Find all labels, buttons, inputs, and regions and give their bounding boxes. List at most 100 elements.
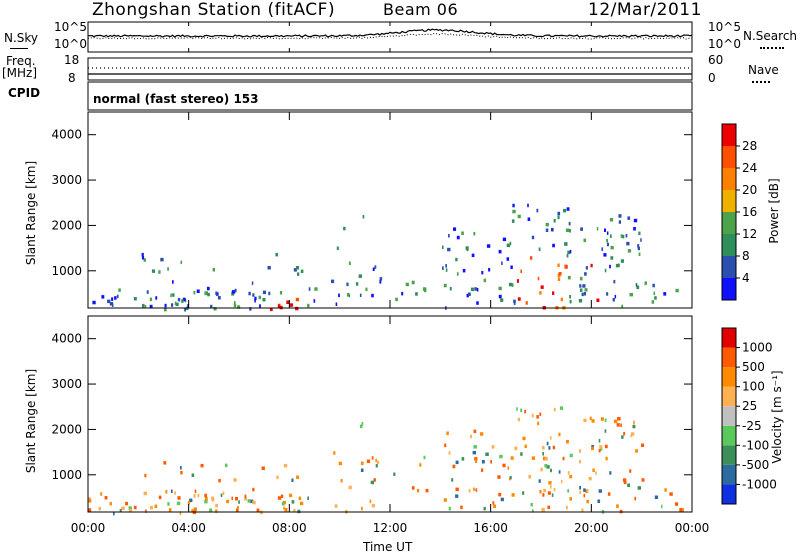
heatmap-cell xyxy=(249,307,252,311)
heatmap-cell xyxy=(557,263,560,267)
heatmap-cell xyxy=(620,259,624,263)
heatmap-cell xyxy=(502,237,507,242)
heatmap-cell xyxy=(207,292,210,297)
heatmap-cell xyxy=(552,243,555,248)
heatmap-cell xyxy=(538,247,541,251)
heatmap-cell xyxy=(144,473,147,478)
xtick-label: 16:00 xyxy=(473,521,508,535)
nsearch-tick-top: 10^5 xyxy=(708,20,741,34)
heatmap-cell xyxy=(625,234,628,238)
heatmap-cell xyxy=(171,303,174,307)
heatmap-cell xyxy=(143,258,146,262)
heatmap-cell xyxy=(598,439,601,443)
heatmap-cell xyxy=(176,501,181,506)
heatmap-cell xyxy=(569,295,571,299)
heatmap-cell xyxy=(212,268,215,272)
heatmap-cell xyxy=(511,219,515,223)
heatmap-cell xyxy=(522,491,525,495)
heatmap-cell xyxy=(627,483,630,487)
heatmap-cell xyxy=(291,500,295,504)
nsky-legend-line xyxy=(10,48,28,49)
heatmap-cell xyxy=(618,220,621,224)
heatmap-cell xyxy=(187,500,191,505)
heatmap-cell xyxy=(517,417,521,422)
heatmap-cell xyxy=(644,281,647,285)
heatmap-cell xyxy=(498,492,502,497)
heatmap-cell xyxy=(606,242,609,247)
heatmap-cell xyxy=(281,502,285,506)
heatmap-cell xyxy=(172,280,174,284)
heatmap-cell xyxy=(512,209,516,214)
heatmap-cell xyxy=(581,508,584,512)
heatmap-cell xyxy=(371,503,375,508)
heatmap-cell xyxy=(502,463,506,468)
heatmap-cell xyxy=(596,298,600,302)
heatmap-cell xyxy=(215,503,218,508)
heatmap-cell xyxy=(279,291,283,295)
heatmap-cell xyxy=(564,264,568,269)
heatmap-cell xyxy=(564,242,568,246)
heatmap-cell xyxy=(633,420,635,425)
heatmap-cell xyxy=(455,487,459,492)
heatmap-cell xyxy=(507,466,510,470)
heatmap-cell xyxy=(552,228,554,232)
heatmap-cell xyxy=(543,456,546,461)
heatmap-cell xyxy=(445,268,448,272)
heatmap-cell xyxy=(604,429,607,433)
heatmap-cell xyxy=(565,505,568,510)
heatmap-cell xyxy=(371,293,374,298)
heatmap-cell xyxy=(582,284,586,288)
heatmap-cell xyxy=(620,423,622,427)
heatmap-cell xyxy=(553,407,556,412)
velocity-cells xyxy=(88,406,684,516)
colorbar-segment xyxy=(722,328,736,348)
heatmap-cell xyxy=(544,457,548,461)
heatmap-cell xyxy=(468,292,471,296)
heatmap-cell xyxy=(600,417,604,421)
heatmap-cell xyxy=(262,298,266,302)
heatmap-cell xyxy=(204,493,207,498)
heatmap-cell xyxy=(604,268,607,273)
heatmap-cell xyxy=(473,487,475,491)
heatmap-cell xyxy=(88,508,92,512)
heatmap-cell xyxy=(333,451,336,455)
heatmap-cell xyxy=(355,282,359,286)
heatmap-cell xyxy=(206,286,210,291)
heatmap-cell xyxy=(276,475,279,480)
heatmap-cell xyxy=(133,505,137,510)
colorbar-segment xyxy=(722,234,736,256)
heatmap-cell xyxy=(615,263,619,268)
heatmap-cell xyxy=(461,457,465,461)
heatmap-cell xyxy=(295,297,299,302)
heatmap-cell xyxy=(200,463,204,468)
heatmap-cell xyxy=(425,488,429,493)
heatmap-cell xyxy=(411,486,415,490)
heatmap-cell xyxy=(621,435,624,439)
xtick-label: 08:00 xyxy=(272,521,307,535)
heatmap-cell xyxy=(473,429,477,434)
heatmap-cell xyxy=(462,268,466,273)
heatmap-cell xyxy=(610,245,614,250)
heatmap-cell xyxy=(637,246,640,251)
heatmap-cell xyxy=(212,498,215,502)
heatmap-cell xyxy=(538,479,541,483)
heatmap-cell xyxy=(531,456,536,460)
heatmap-cell xyxy=(180,470,183,475)
colorbar-tick-label: 16 xyxy=(742,205,757,219)
colorbar-tick-label: 28 xyxy=(742,139,757,153)
heatmap-cell xyxy=(456,272,459,276)
colorbar-segment xyxy=(722,445,736,465)
heatmap-cell xyxy=(235,496,238,501)
heatmap-cell xyxy=(553,487,556,492)
heatmap-cell xyxy=(125,501,129,506)
colorbar-segment xyxy=(722,146,736,168)
heatmap-cell xyxy=(517,297,521,301)
colorbar-segment xyxy=(722,168,736,190)
heatmap-cell xyxy=(558,470,561,474)
heatmap-cell xyxy=(616,423,620,427)
heatmap-cell xyxy=(155,296,158,300)
heatmap-cell xyxy=(474,457,478,461)
heatmap-cell xyxy=(423,455,426,460)
heatmap-cell xyxy=(506,257,510,261)
heatmap-cell xyxy=(493,504,497,508)
